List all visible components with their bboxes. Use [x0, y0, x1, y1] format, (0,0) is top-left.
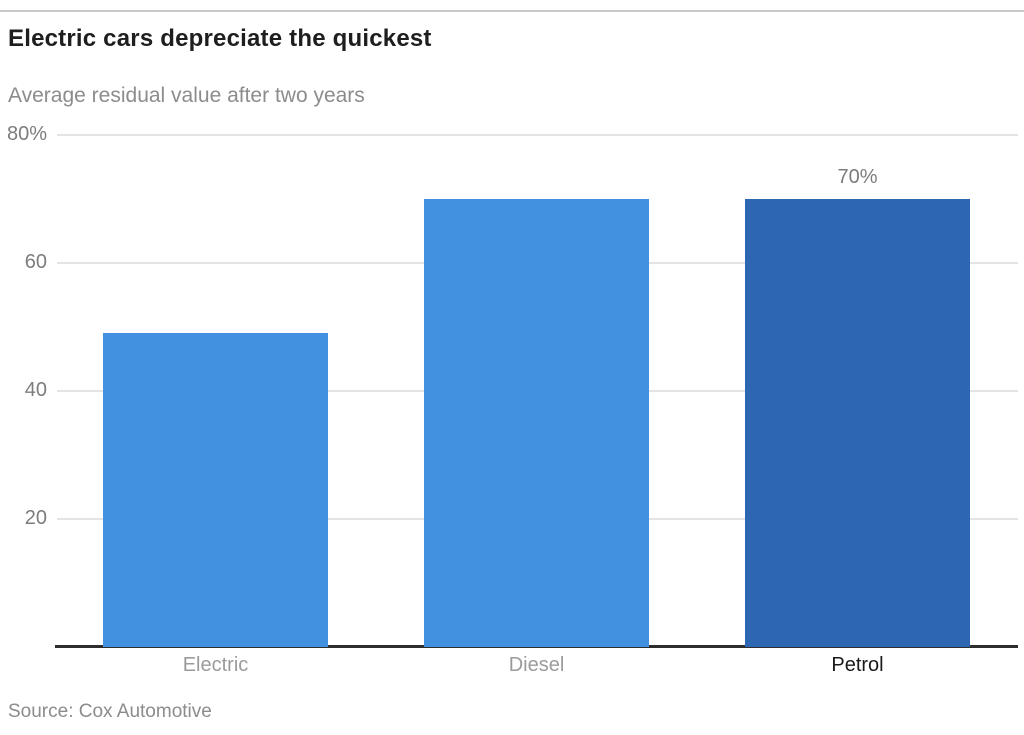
x-axis-label-petrol: Petrol [831, 654, 884, 676]
y-axis-tick-label-80: 80% [6, 123, 47, 145]
y-axis-tick-label-60: 60 [24, 251, 47, 273]
chart-subtitle: Average residual value after two years [8, 84, 365, 107]
top-rule [0, 10, 1024, 12]
y-axis-tick-label-40: 40 [24, 379, 47, 401]
x-axis-label-diesel: Diesel [508, 654, 565, 676]
bar-electric [103, 333, 328, 647]
chart-title: Electric cars depreciate the quickest [8, 25, 432, 52]
bar-diesel [424, 199, 649, 647]
x-axis-label-electric: Electric [182, 654, 249, 676]
source-note: Source: Cox Automotive [8, 701, 212, 722]
y-axis-tick-label-20: 20 [24, 507, 47, 529]
bar-petrol [745, 199, 970, 647]
gridline-80 [57, 134, 1018, 136]
bar-value-label-petrol: 70% [837, 166, 878, 188]
